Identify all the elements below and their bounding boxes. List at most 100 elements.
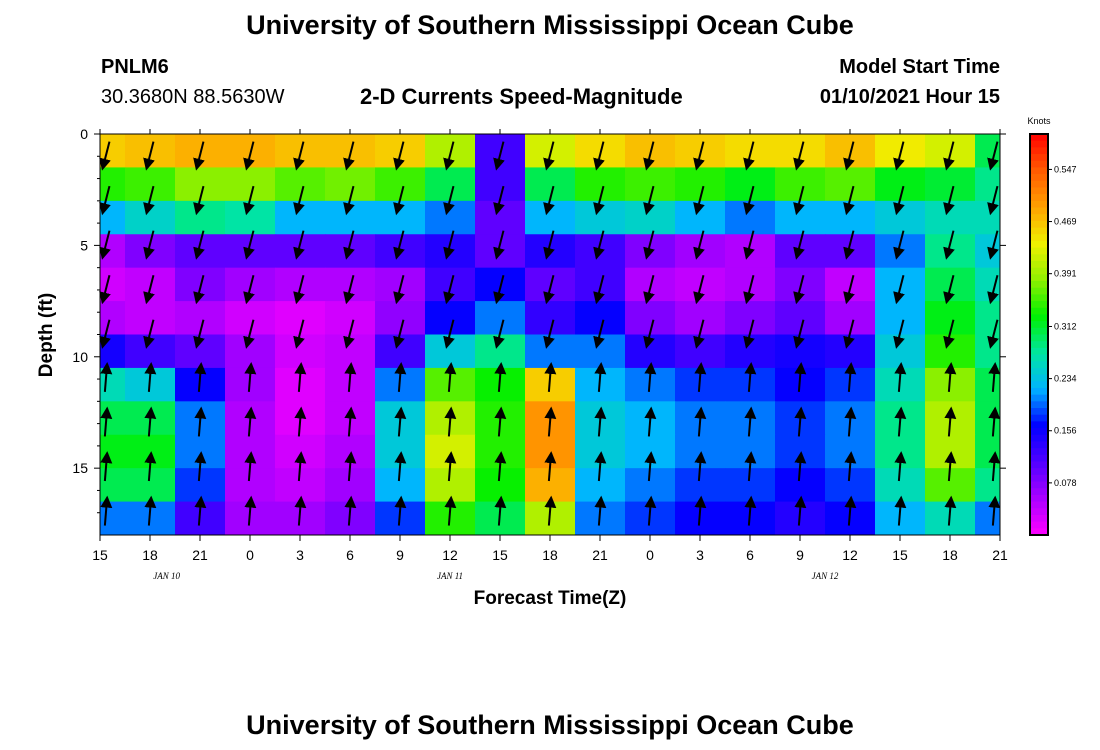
current-vector-arrow <box>443 274 455 305</box>
current-vector-arrow <box>294 406 307 437</box>
heatmap-cell <box>975 434 1001 469</box>
current-vector-arrow <box>444 406 457 437</box>
current-vector-arrow <box>944 406 957 437</box>
current-vector-arrow <box>393 319 405 349</box>
colorbar-segment <box>1030 441 1048 449</box>
current-vector-arrow <box>393 185 405 216</box>
colorbar-segment <box>1030 434 1048 442</box>
heatmap-cell <box>675 334 726 369</box>
current-vector-arrow <box>644 495 657 526</box>
colorbar-segment <box>1030 287 1048 295</box>
colorbar-segment <box>1030 454 1048 462</box>
heatmap-cell <box>100 401 126 436</box>
current-vector-arrow <box>193 230 205 260</box>
current-vector-arrow <box>593 230 605 260</box>
heatmap-cell <box>925 200 976 235</box>
current-vector-arrow <box>943 274 955 305</box>
heatmap-cell <box>975 401 1001 436</box>
colorbar-segment <box>1030 254 1048 262</box>
colorbar-segment <box>1030 147 1048 155</box>
heatmap-cell <box>875 200 926 235</box>
heatmap-cell <box>825 200 876 235</box>
current-vector-arrow <box>543 185 555 216</box>
colorbar-unit: Knots <box>1027 116 1051 126</box>
current-vector-arrow <box>244 361 257 392</box>
colorbar-segment <box>1030 448 1048 456</box>
current-vector-arrow <box>494 406 507 437</box>
colorbar-tick-label: 0.547 <box>1054 164 1077 174</box>
colorbar-segment <box>1030 174 1048 182</box>
station-id: PNLM6 <box>101 56 169 78</box>
colorbar-segment <box>1030 140 1048 148</box>
current-vector-arrow <box>894 495 907 526</box>
current-vector-arrow <box>843 141 855 171</box>
colorbar-segment <box>1030 207 1048 215</box>
colorbar-segment <box>1030 468 1048 476</box>
heatmap-cell <box>975 200 1001 235</box>
date-label: JAN 12 <box>812 571 839 581</box>
colorbar-segment <box>1030 367 1048 376</box>
x-tick-label: 21 <box>192 547 208 563</box>
heatmap-cell <box>125 200 176 235</box>
current-vector-arrow <box>343 185 355 216</box>
current-vector-arrow <box>100 361 113 392</box>
current-vector-arrow <box>594 361 607 392</box>
current-vector-arrow <box>893 185 905 216</box>
current-vector-arrow <box>644 361 657 392</box>
colorbar-segment <box>1030 194 1048 202</box>
current-vector-arrow <box>193 274 205 305</box>
current-vector-arrow <box>100 495 113 526</box>
current-vector-arrow <box>293 319 305 349</box>
colorbar-segment <box>1030 240 1048 249</box>
heatmap-cell <box>275 200 326 235</box>
current-vector-arrow <box>693 185 705 216</box>
current-vector-arrow <box>443 141 455 171</box>
colorbar-segment <box>1030 408 1048 416</box>
colorbar-tick-label: 0.234 <box>1054 374 1077 384</box>
current-vector-arrow <box>393 230 405 260</box>
colorbar-segment <box>1030 267 1048 275</box>
y-axis-label: Depth (ft) <box>36 293 57 377</box>
heatmap-cell <box>575 334 626 369</box>
current-vector-arrow <box>394 451 407 482</box>
current-vector-arrow <box>394 361 407 392</box>
current-vector-arrow <box>143 230 155 260</box>
colorbar-segment <box>1030 327 1048 335</box>
current-vector-arrow <box>193 185 205 216</box>
colorbar-segment <box>1030 160 1048 168</box>
current-vector-arrow <box>544 451 557 482</box>
current-vector-arrow <box>693 230 705 260</box>
colorbar-segment <box>1030 214 1048 222</box>
current-vector-arrow <box>243 185 255 216</box>
current-vector-arrow <box>544 361 557 392</box>
current-vector-arrow <box>99 185 111 216</box>
heatmap-cell <box>625 200 676 235</box>
x-axis-label: Forecast Time(Z) <box>474 588 627 609</box>
y-tick-label: 10 <box>72 349 88 365</box>
heatmap-cell <box>225 200 276 235</box>
current-vector-arrow <box>443 319 455 349</box>
colorbar-tick-label: 0.156 <box>1054 426 1077 436</box>
heatmap-cell <box>100 468 126 503</box>
current-vector-arrow <box>943 319 955 349</box>
current-vector-arrow <box>988 495 1001 526</box>
current-vector-arrow <box>493 230 505 260</box>
current-vector-arrow <box>494 451 507 482</box>
x-axis: 15 18 21 0 3 6 9 12 15 18 21 0 3 6 9 12 15 18 21 JAN 10 JAN … <box>92 129 1008 581</box>
current-vector-arrow <box>143 319 155 349</box>
current-vector-arrow <box>544 406 557 437</box>
current-vector-arrow <box>793 185 805 216</box>
current-vector-arrow <box>643 230 655 260</box>
heatmap-cell <box>100 501 126 536</box>
y-tick-label: 5 <box>80 237 88 253</box>
colorbar-segment <box>1030 508 1048 516</box>
current-vector-arrow <box>444 361 457 392</box>
current-vector-arrow <box>594 406 607 437</box>
colorbar-segment <box>1030 341 1048 349</box>
heatmap-cell <box>975 267 1001 302</box>
current-vector-arrow <box>943 230 955 260</box>
current-vector-arrow <box>100 406 113 437</box>
current-vector-arrow <box>543 319 555 349</box>
heatmap-cell <box>775 334 826 369</box>
colorbar-frame <box>1029 133 1049 536</box>
